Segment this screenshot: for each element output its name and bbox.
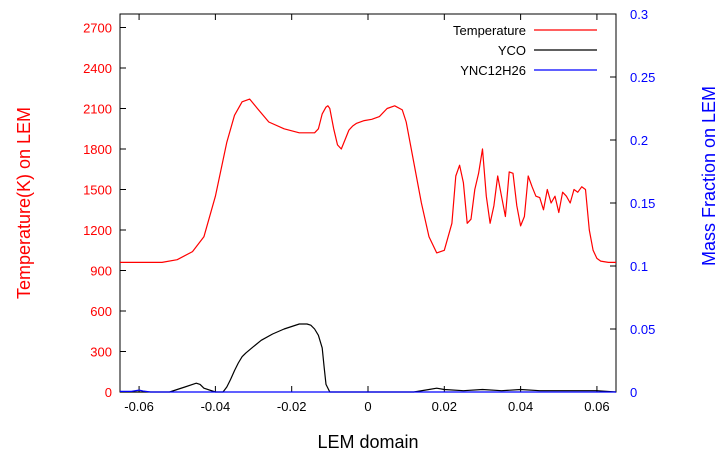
y-right-tick-label: 0 — [630, 385, 637, 400]
y-left-tick-label: 2100 — [83, 102, 112, 117]
x-axis-ticks: -0.06 -0.04 -0.02 0 0.02 0.04 0.06 — [124, 14, 610, 414]
legend: Temperature YCO YNC12H26 — [453, 23, 597, 78]
series-lines — [120, 98, 617, 393]
y-left-tick-label: 1800 — [83, 142, 112, 157]
y-right-tick-label: 0.05 — [630, 322, 655, 337]
legend-label-ync12h26: YNC12H26 — [460, 63, 526, 78]
x-tick-label: -0.06 — [124, 399, 154, 414]
x-tick-label: 0.04 — [508, 399, 533, 414]
x-tick-label: 0 — [364, 399, 371, 414]
x-tick-label: 0.06 — [584, 399, 609, 414]
y-left-tick-label: 600 — [90, 304, 112, 319]
x-tick-label: 0.02 — [432, 399, 457, 414]
series-line-yco — [120, 323, 617, 393]
legend-label-temperature: Temperature — [453, 23, 526, 38]
y-left-axis-title: Temperature(K) on LEM — [14, 107, 34, 299]
series-line-temperature — [120, 98, 616, 263]
legend-label-yco: YCO — [498, 43, 526, 58]
x-tick-label: -0.04 — [201, 399, 231, 414]
y-right-axis-ticks: 0 0.05 0.1 0.15 0.2 0.25 0.3 — [610, 7, 655, 400]
y-left-tick-label: 0 — [105, 385, 112, 400]
y-left-axis-ticks: 0 300 600 900 1200 1500 1800 2100 2400 2700 — [83, 21, 126, 400]
y-left-tick-label: 1200 — [83, 223, 112, 238]
y-right-tick-label: 0.1 — [630, 259, 648, 274]
y-right-tick-label: 0.3 — [630, 7, 648, 22]
y-left-tick-label: 1500 — [83, 183, 112, 198]
y-right-tick-label: 0.25 — [630, 70, 655, 85]
y-left-tick-label: 900 — [90, 264, 112, 279]
y-right-tick-label: 0.2 — [630, 133, 648, 148]
x-axis-title: LEM domain — [317, 432, 418, 452]
y-left-tick-label: 2700 — [83, 21, 112, 36]
y-left-tick-label: 2400 — [83, 61, 112, 76]
series-line-ync12h26 — [120, 389, 616, 393]
y-left-tick-label: 300 — [90, 345, 112, 360]
y-right-tick-label: 0.15 — [630, 196, 655, 211]
y-right-axis-title: Mass Fraction on LEM — [699, 86, 719, 266]
x-tick-label: -0.02 — [277, 399, 307, 414]
